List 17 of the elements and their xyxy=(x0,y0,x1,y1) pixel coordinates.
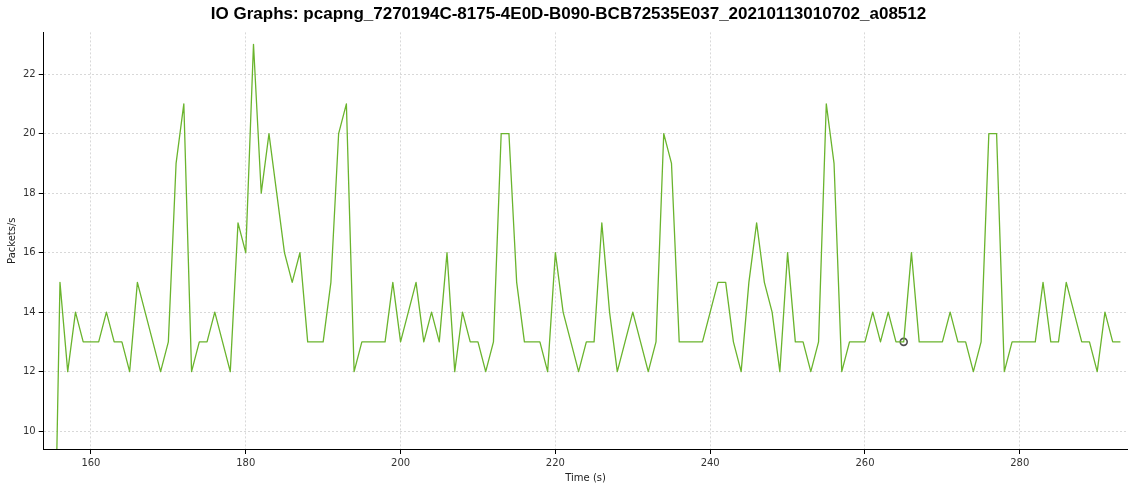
x-tick-label: 160 xyxy=(81,456,101,468)
chart-title: IO Graphs: pcapng_7270194C-8175-4E0D-B090-BCB72535E037_20210113010702_a08512 xyxy=(210,3,927,23)
x-tick-label: 200 xyxy=(391,456,411,468)
y-tick-label: 18 xyxy=(22,186,36,198)
y-tick-label: 16 xyxy=(22,246,36,258)
y-tick-label: 20 xyxy=(22,127,36,139)
x-tick-label: 220 xyxy=(545,456,565,468)
x-axis-title: Time (s) xyxy=(564,471,606,483)
y-tick-label: 22 xyxy=(22,67,36,79)
x-tick-label: 260 xyxy=(855,456,875,468)
x-tick-label: 280 xyxy=(1010,456,1030,468)
x-tick-label: 240 xyxy=(700,456,720,468)
y-tick-label: 14 xyxy=(22,305,36,317)
y-tick-label: 12 xyxy=(22,365,36,377)
y-axis-title: Packets/s xyxy=(5,217,17,264)
y-tick-label: 10 xyxy=(22,424,36,436)
x-tick-label: 180 xyxy=(236,456,256,468)
